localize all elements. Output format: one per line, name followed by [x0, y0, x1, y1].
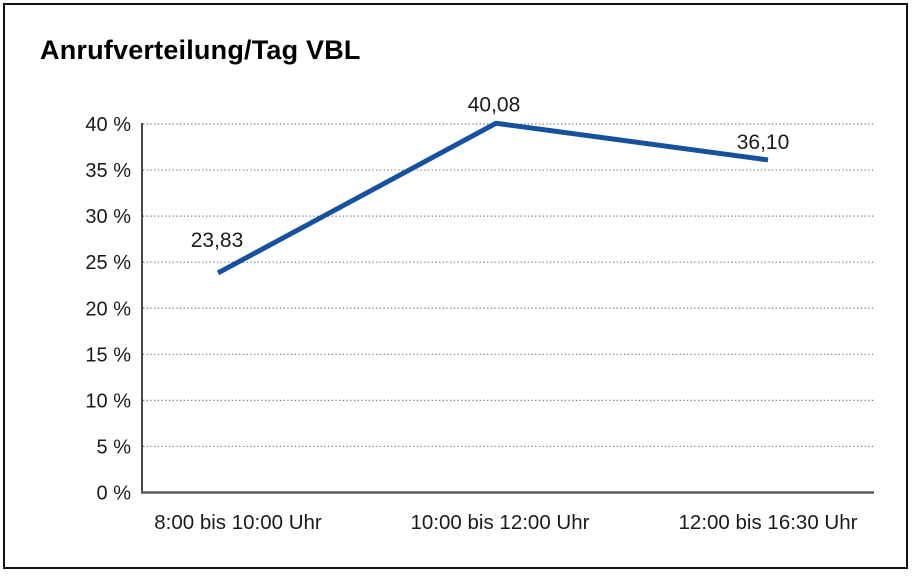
- chart-frame: Anrufverteilung/Tag VBL: [3, 3, 908, 569]
- y-tick-label: 30 %: [85, 206, 131, 228]
- x-category-label: 12:00 bis 16:30 Uhr: [679, 511, 858, 534]
- chart-title: Anrufverteilung/Tag VBL: [40, 35, 361, 65]
- y-tick-label: 20 %: [85, 298, 131, 320]
- x-category-label: 8:00 bis 10:00 Uhr: [154, 511, 322, 534]
- y-tick-label: 40 %: [85, 114, 131, 136]
- data-point-label: 40,08: [468, 93, 521, 116]
- data-point-label: 23,83: [191, 229, 244, 252]
- y-tick-label: 10 %: [85, 390, 131, 412]
- y-tick-label: 35 %: [85, 160, 131, 182]
- y-tick-label: 5 %: [97, 436, 132, 458]
- data-point-label: 36,10: [737, 131, 790, 154]
- y-tick-label: 25 %: [85, 252, 131, 274]
- x-category-label: 10:00 bis 12:00 Uhr: [411, 511, 590, 534]
- data-line: [216, 120, 769, 276]
- y-tick-label: 0 %: [97, 483, 132, 505]
- y-tick-label: 15 %: [85, 344, 131, 366]
